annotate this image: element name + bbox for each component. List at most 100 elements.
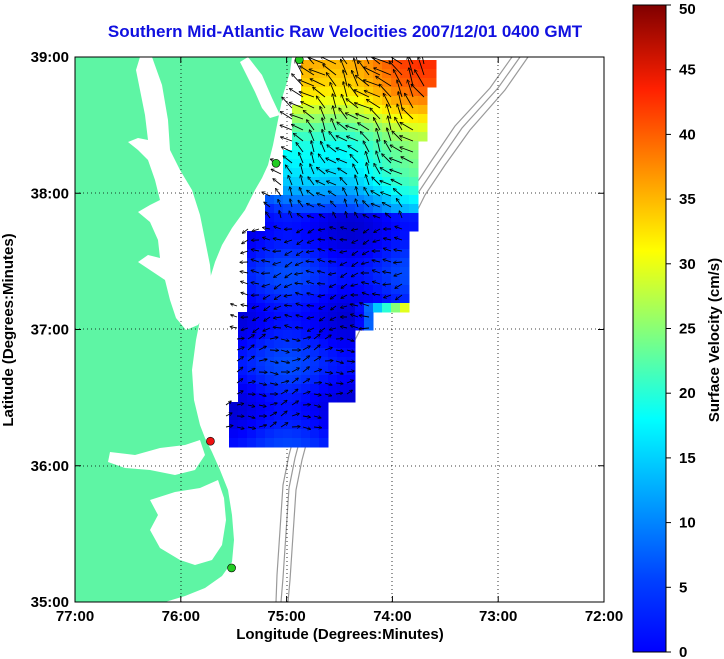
x-tick-label: 76:00 [162,608,200,625]
velocity-vector [269,422,276,428]
velocity-vector [225,401,231,406]
velocity-vector [374,68,392,76]
velocity-cell [274,276,284,286]
velocity-cell [346,258,356,268]
velocity-vector [341,283,348,288]
velocity-cell [310,267,320,277]
velocity-vector [381,192,392,197]
velocity-cell [310,258,320,268]
velocity-vector [292,124,304,131]
velocity-vector [408,57,414,65]
velocity-cell [337,375,347,385]
velocity-cell [247,321,257,331]
velocity-cell [355,213,365,223]
velocity-cell [382,60,392,70]
velocity-vector [346,126,359,131]
velocity-cell [382,303,392,313]
velocity-vector [311,152,315,164]
velocity-cell [256,240,266,250]
velocity-cell [292,195,302,205]
velocity-cell [301,339,311,349]
velocity-cell [427,69,437,79]
velocity-cell [310,375,320,385]
velocity-cell [265,393,275,403]
velocity-vector [346,361,354,362]
velocity-vector [337,122,348,131]
velocity-cell [355,285,365,295]
velocity-vector [352,261,359,266]
velocity-cell [292,312,302,322]
velocity-cell [256,420,266,430]
velocity-vector [247,356,254,362]
velocity-cell [337,195,347,205]
velocity-vector [384,248,392,252]
velocity-cell [274,411,284,421]
velocity-vector [313,357,321,362]
velocity-cell [292,285,302,295]
velocity-vector [372,270,381,274]
velocity-vector [251,282,260,284]
velocity-cell [364,303,374,313]
velocity-vector [262,283,271,287]
velocity-cell [337,294,347,304]
velocity-cell [409,105,419,115]
velocity-cell [265,303,275,313]
velocity-cell [283,402,293,412]
velocity-cell [328,321,338,331]
velocity-cell [400,78,410,88]
velocity-cell [274,303,284,313]
velocity-cell [247,294,257,304]
velocity-cell [346,114,356,124]
velocity-cell [337,168,347,178]
velocity-cell [310,285,320,295]
velocity-cell [319,150,329,160]
velocity-cell [319,105,329,115]
velocity-vector [331,305,337,310]
velocity-cell [310,357,320,367]
velocity-vector [251,249,260,251]
velocity-cell [355,267,365,277]
velocity-vector [354,90,370,98]
velocity-cell [391,303,401,313]
velocity-cell [301,69,311,79]
velocity-vector [351,284,359,286]
velocity-cell [337,339,347,349]
velocity-cell [292,105,302,115]
velocity-vector [297,228,304,233]
velocity-cell [337,204,347,214]
velocity-cell [400,195,410,205]
velocity-cell [283,375,293,385]
velocity-vector [258,383,266,385]
velocity-vector [290,114,304,120]
velocity-vector [299,187,304,197]
velocity-vector [291,378,298,384]
velocity-cell [328,87,338,97]
velocity-cell [256,384,266,394]
velocity-vector [335,350,343,351]
velocity-cell [328,276,338,286]
velocity-cell [337,159,347,169]
velocity-vector [236,367,243,373]
velocity-cell [256,258,266,268]
velocity-vector [371,204,381,208]
velocity-cell [292,168,302,178]
velocity-vector [395,283,403,288]
velocity-vector [362,282,370,284]
velocity-cell [373,105,383,115]
velocity-cell [301,411,311,421]
velocity-cell [310,132,320,142]
velocity-cell [319,420,329,430]
velocity-cell [382,78,392,88]
velocity-cell [355,96,365,106]
velocity-vector [377,140,381,153]
velocity-vector [282,147,293,153]
velocity-cell [292,321,302,331]
velocity-vector [352,229,359,230]
velocity-vector [354,58,359,76]
colorbar-tick-label: 0 [679,644,687,659]
velocity-vector [387,104,392,120]
velocity-cell [409,213,419,223]
velocity-cell [283,393,293,403]
velocity-cell [283,186,293,196]
velocity-cell [238,429,248,439]
